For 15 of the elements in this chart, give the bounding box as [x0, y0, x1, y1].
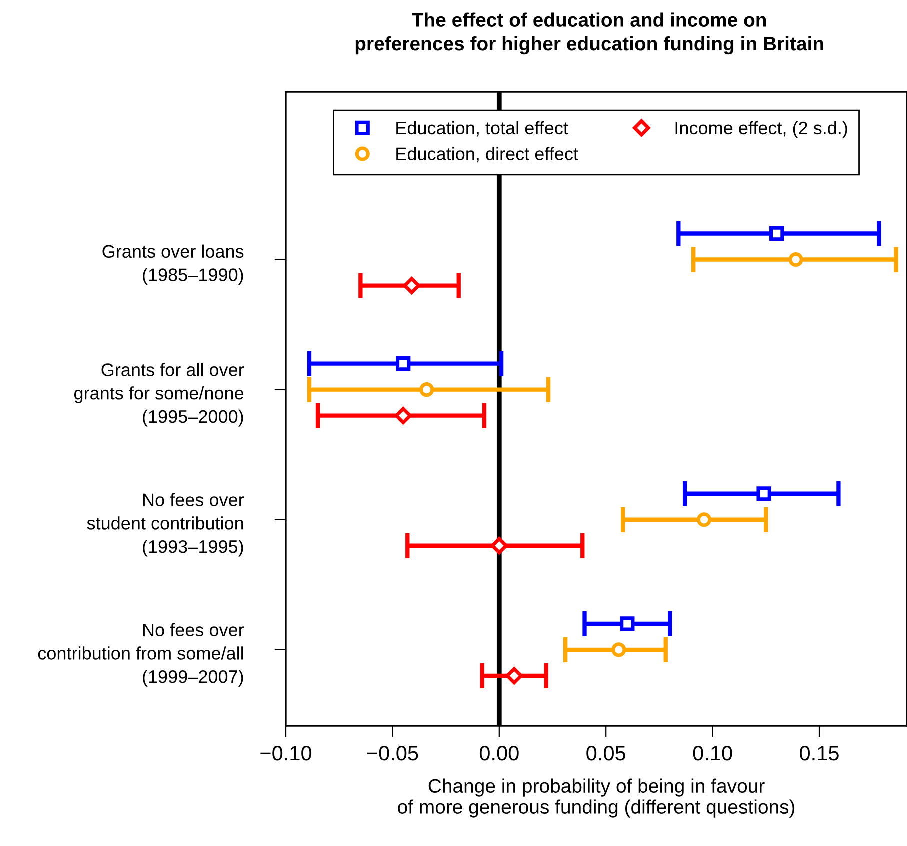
- x-tick-label: 0.15: [800, 746, 839, 761]
- x-tick-label: −0.10: [260, 746, 312, 761]
- x-tick-label: 0.00: [480, 746, 519, 761]
- x-tick-label: −0.05: [367, 746, 418, 761]
- legend-label: Education, total effect: [396, 121, 568, 137]
- y-tick-label: No fees over contribution from some/all (1999–2007): [38, 623, 244, 687]
- y-tick-label: No fees over student contribution (1993–1995): [87, 493, 244, 557]
- x-tick-label: 0.05: [586, 746, 626, 761]
- y-tick-label: Grants for all over grants for some/none (1995–2000): [74, 363, 244, 427]
- chart-title: The effect of education and income on preferences for higher education funding in Britain: [356, 12, 824, 55]
- x-axis-title: Change in probability of being in favour of more generous funding (different questions): [398, 778, 795, 818]
- y-tick-label: Grants over loans (1985–1990): [102, 244, 244, 286]
- legend-label: Education, direct effect: [396, 147, 578, 163]
- x-tick-label: 0.10: [693, 746, 732, 761]
- legend-label: Income effect, (2 s.d.): [676, 121, 848, 138]
